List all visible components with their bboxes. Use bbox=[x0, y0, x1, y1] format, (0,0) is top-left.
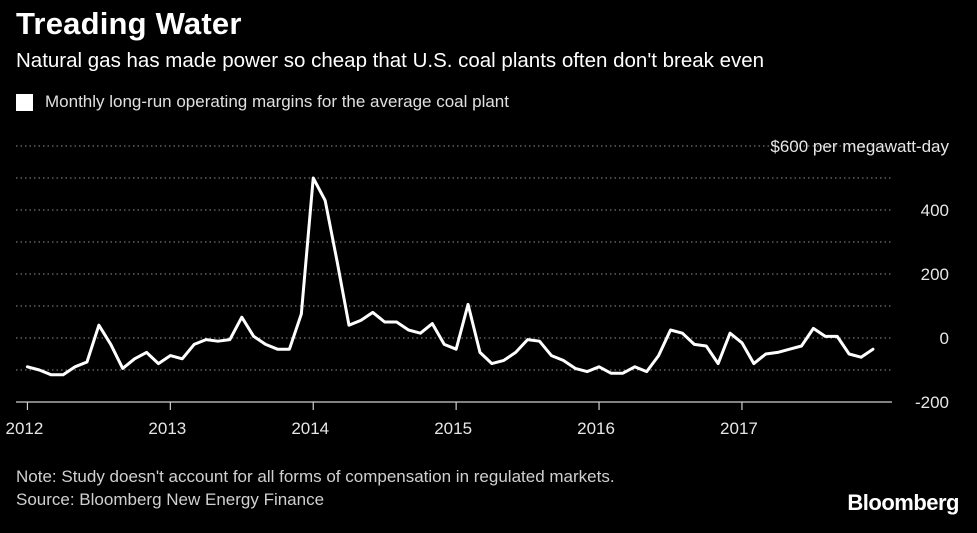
tick-labels: -200 0 200 400 $600 per megawatt-day 2012 2013… bbox=[6, 137, 950, 438]
legend: Monthly long-run operating margins for t… bbox=[16, 90, 509, 114]
y-tick-label: 200 bbox=[921, 265, 949, 284]
legend-swatch bbox=[16, 93, 33, 111]
x-tick-label: 2015 bbox=[434, 419, 472, 438]
x-tick-label: 2016 bbox=[577, 419, 615, 438]
footer-source: Source: Bloomberg New Energy Finance bbox=[16, 490, 325, 509]
y-tick-label: 400 bbox=[921, 201, 949, 220]
bloomberg-logo: Bloomberg bbox=[847, 490, 959, 515]
chart-title: Treading Water bbox=[16, 6, 242, 41]
x-tick-label: 2014 bbox=[291, 419, 329, 438]
legend-label: Monthly long-run operating margins for t… bbox=[45, 92, 509, 111]
series-line bbox=[25, 176, 875, 377]
x-tick-label: 2013 bbox=[148, 419, 186, 438]
footer-note: Note: Study doesn't account for all form… bbox=[16, 467, 615, 486]
x-tick-label: 2017 bbox=[720, 419, 758, 438]
chart-subtitle: Natural gas has made power so cheap that… bbox=[16, 49, 765, 72]
x-tick-label: 2012 bbox=[6, 419, 44, 438]
gridlines bbox=[16, 145, 892, 403]
y-tick-label: -200 bbox=[915, 393, 949, 412]
y-tick-label: 0 bbox=[940, 329, 949, 348]
series bbox=[25, 176, 875, 377]
y-tick-label: $600 per megawatt-day bbox=[770, 137, 949, 156]
